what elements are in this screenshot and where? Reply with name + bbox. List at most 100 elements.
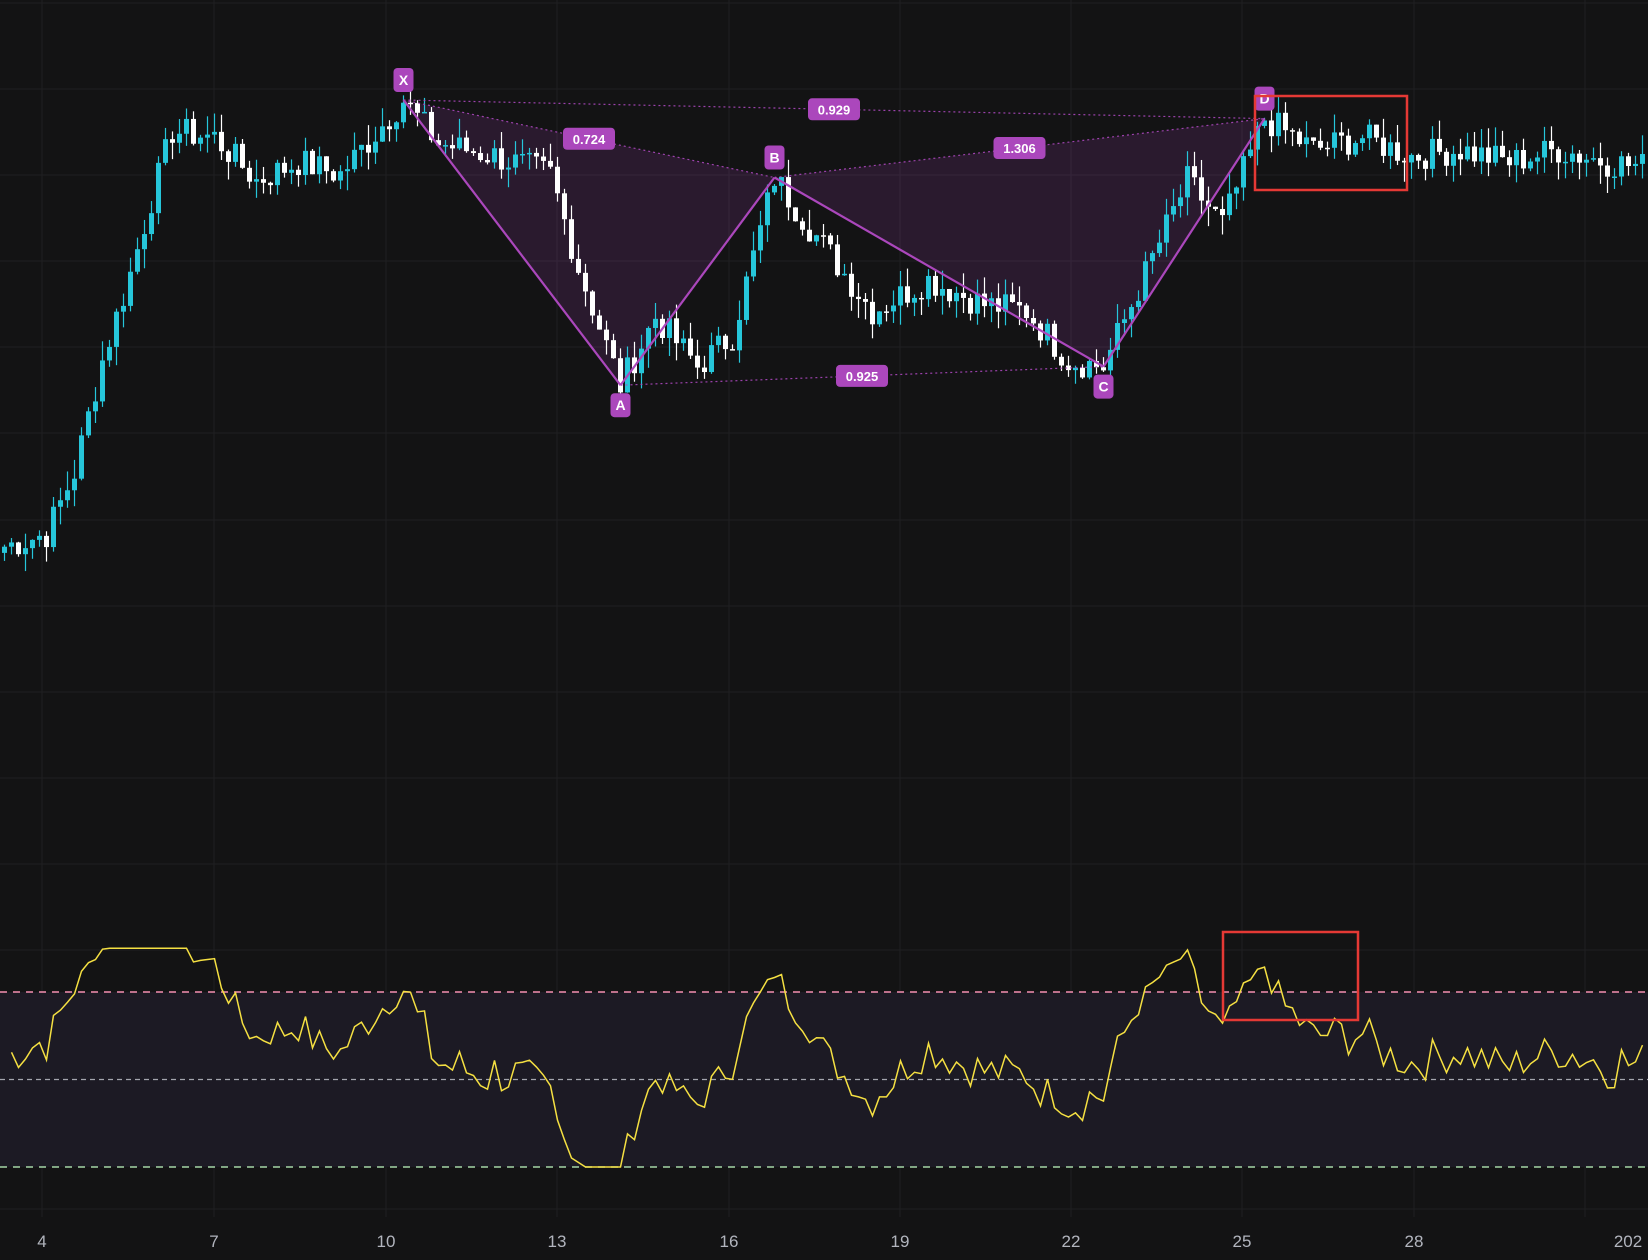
point-badge-D xyxy=(1254,86,1275,111)
candle-body-31 xyxy=(219,131,224,152)
candle-body-106 xyxy=(744,276,749,320)
candle-body-30 xyxy=(212,131,217,135)
candle-body-80 xyxy=(562,193,567,220)
candle-body-161 xyxy=(1129,307,1134,320)
candle-body-17 xyxy=(121,305,126,312)
point-badge-X xyxy=(393,68,414,92)
candle-body-229 xyxy=(1605,165,1610,177)
candle-body-103 xyxy=(723,335,728,350)
candle-body-205 xyxy=(1437,138,1442,152)
candle-body-47 xyxy=(331,171,336,181)
candle-body-123 xyxy=(863,299,868,302)
candle-body-165 xyxy=(1157,242,1162,254)
ratio-label-BD: 1.306 xyxy=(1003,141,1036,156)
candle-body-147 xyxy=(1031,317,1036,324)
candle-body-199 xyxy=(1395,142,1400,161)
ratio-label-XD: 0.929 xyxy=(818,102,851,117)
candle-body-33 xyxy=(233,143,238,162)
candle-body-168 xyxy=(1178,197,1183,207)
ratio-badge-XB xyxy=(563,127,615,150)
pattern-leg-BC xyxy=(773,176,1105,368)
pattern-fill-xab xyxy=(403,100,775,386)
candle-body-32 xyxy=(226,151,231,162)
candle-body-85 xyxy=(597,315,602,330)
candle-body-212 xyxy=(1486,147,1491,163)
candle-body-114 xyxy=(800,221,805,230)
candle-body-67 xyxy=(471,151,476,154)
candle-body-29 xyxy=(205,134,210,138)
candle-body-184 xyxy=(1290,130,1295,132)
ratio-badge-XD xyxy=(808,98,860,121)
candle-body-227 xyxy=(1591,158,1596,160)
candle-body-11 xyxy=(79,435,84,479)
x-tick-label-5: 19 xyxy=(891,1232,910,1251)
candle-body-201 xyxy=(1409,154,1414,163)
pattern-leg-AB xyxy=(619,176,776,386)
candle-body-40 xyxy=(282,162,287,173)
candle-body-66 xyxy=(464,137,469,152)
point-label-B: B xyxy=(769,150,779,166)
candle-body-129 xyxy=(905,286,910,303)
candle-body-57 xyxy=(401,102,406,123)
candle-body-216 xyxy=(1514,149,1519,166)
candle-body-120 xyxy=(842,273,847,276)
candle-body-91 xyxy=(639,348,644,374)
candle-body-133 xyxy=(933,275,938,296)
candle-body-105 xyxy=(737,319,742,351)
candle-body-71 xyxy=(499,148,504,170)
candle-body-23 xyxy=(163,139,168,163)
candle-body-122 xyxy=(856,296,861,300)
candle-body-127 xyxy=(891,305,896,312)
candle-body-210 xyxy=(1472,146,1477,162)
candle-body-68 xyxy=(478,153,483,161)
candle-body-156 xyxy=(1094,361,1099,368)
point-label-A: A xyxy=(615,397,625,413)
candle-body-82 xyxy=(576,258,581,273)
candle-body-218 xyxy=(1528,161,1533,169)
x-tick-label-7: 25 xyxy=(1233,1232,1252,1251)
candle-body-208 xyxy=(1458,153,1463,160)
candle-body-117 xyxy=(821,235,826,237)
candle-body-92 xyxy=(646,327,651,349)
candle-body-116 xyxy=(814,235,819,242)
candle-body-69 xyxy=(485,160,490,163)
pattern-leg-CD xyxy=(1102,118,1266,368)
candle-body-197 xyxy=(1381,137,1386,156)
x-tick-label-2: 10 xyxy=(377,1232,396,1251)
candle-body-78 xyxy=(548,160,553,167)
x-axis-bg xyxy=(0,1217,1648,1255)
highlight-boxes xyxy=(1221,94,1409,1022)
candle-body-169 xyxy=(1185,166,1190,198)
candle-body-70 xyxy=(492,148,497,163)
candle-body-118 xyxy=(828,235,833,245)
candle-body-145 xyxy=(1017,302,1022,306)
candle-body-53 xyxy=(373,141,378,153)
x-tick-label-6: 22 xyxy=(1062,1232,1081,1251)
candle-body-64 xyxy=(450,145,455,149)
point-label-D: D xyxy=(1259,91,1269,107)
candle-body-234 xyxy=(1640,154,1645,164)
ratio-label-AC: 0.925 xyxy=(846,369,879,384)
candle-body-18 xyxy=(128,271,133,306)
point-badge-B xyxy=(764,145,785,170)
candle-body-35 xyxy=(247,167,252,182)
harmonic-point-labels: X A B C D xyxy=(393,68,1275,418)
candle-body-214 xyxy=(1500,145,1505,158)
point-label-X: X xyxy=(399,72,409,88)
candlestick-series xyxy=(2,83,1645,572)
candle-body-46 xyxy=(324,156,329,172)
candle-body-14 xyxy=(100,360,105,402)
candle-body-148 xyxy=(1038,323,1043,341)
candle-body-170 xyxy=(1192,166,1197,178)
candle-body-207 xyxy=(1451,153,1456,166)
candle-body-128 xyxy=(898,286,903,306)
candle-body-55 xyxy=(387,126,392,130)
candle-body-21 xyxy=(149,213,154,235)
candle-body-59 xyxy=(415,103,420,113)
candle-body-93 xyxy=(653,318,658,328)
candle-body-81 xyxy=(569,219,574,259)
candle-body-109 xyxy=(765,192,770,226)
candle-body-62 xyxy=(436,140,441,146)
candle-body-181 xyxy=(1269,120,1274,137)
